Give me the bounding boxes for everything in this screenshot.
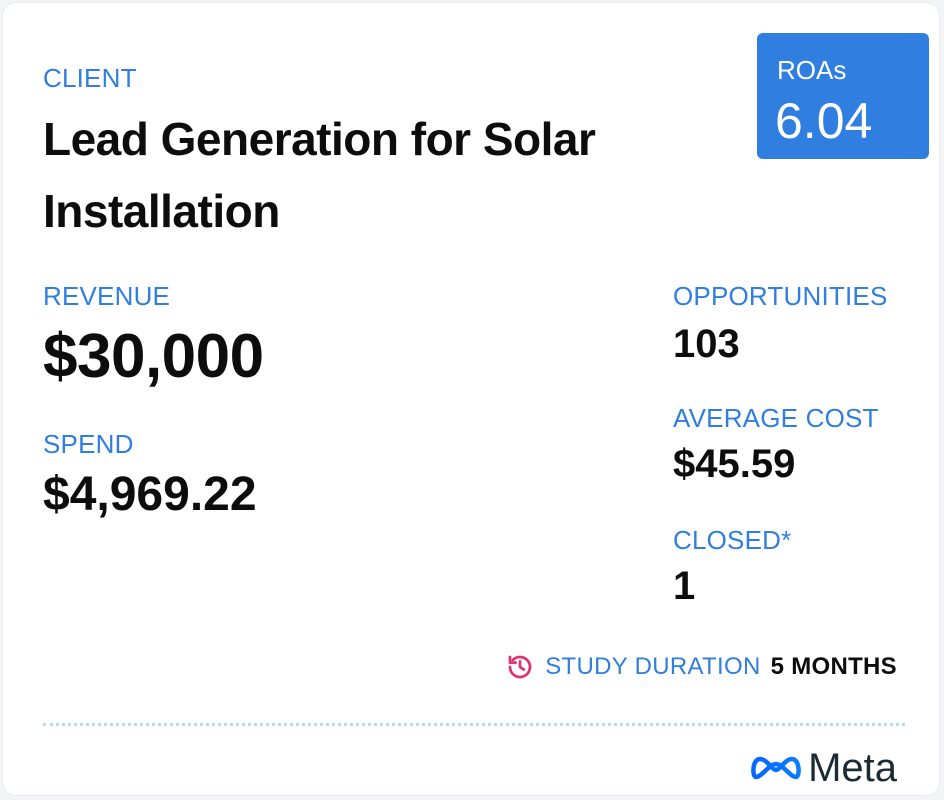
- meta-infinity-icon: [751, 756, 801, 780]
- dotted-divider: [43, 723, 905, 726]
- revenue-label: REVENUE: [43, 281, 171, 311]
- closed-value: 1: [673, 564, 696, 608]
- study-duration-value: 5 MONTHS: [770, 653, 897, 680]
- roas-label: ROAs: [777, 55, 847, 85]
- opportunities-label: OPPORTUNITIES: [673, 281, 888, 311]
- roas-badge: ROAs 6.04: [757, 33, 929, 159]
- study-duration: STUDY DURATION 5 MONTHS: [505, 649, 897, 685]
- average-cost-label: AVERAGE COST: [673, 403, 879, 433]
- roas-value: 6.04: [775, 93, 873, 149]
- meta-logo: Meta: [750, 745, 897, 791]
- closed-label: CLOSED*: [673, 525, 792, 555]
- client-label: CLIENT: [43, 63, 137, 93]
- client-title: Lead Generation for Solar Installation: [43, 113, 596, 237]
- opportunities-value: 103: [673, 322, 740, 366]
- meta-wordmark: Meta: [808, 746, 897, 790]
- average-cost-value: $45.59: [673, 442, 796, 486]
- spend-label: SPEND: [43, 429, 134, 459]
- revenue-value: $30,000: [43, 322, 264, 391]
- history-clock-icon: [508, 655, 532, 679]
- spend-value: $4,969.22: [43, 468, 257, 521]
- study-duration-label: STUDY DURATION: [545, 653, 761, 680]
